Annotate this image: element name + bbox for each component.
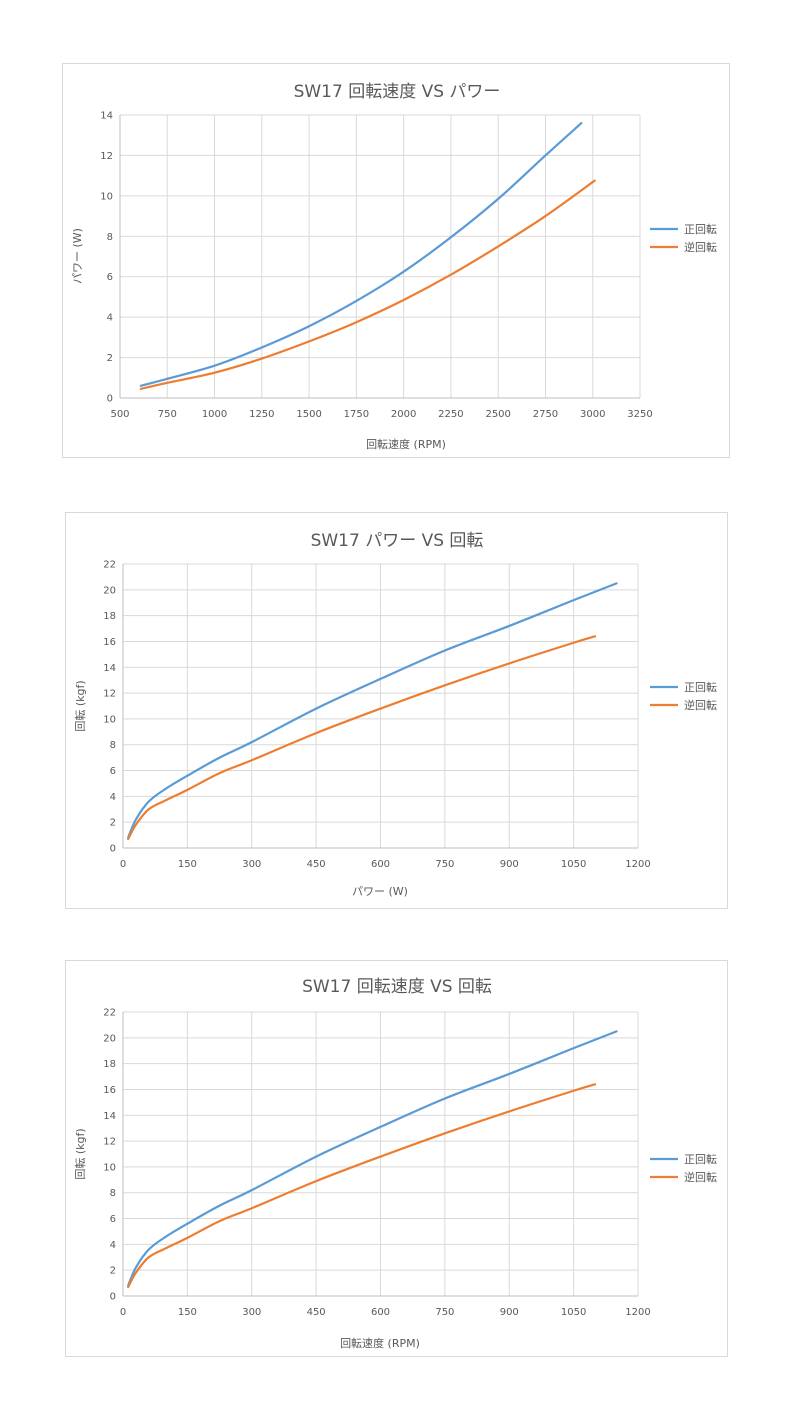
chart-title: SW17 パワー VS 回転 xyxy=(311,531,484,551)
y-tick-label: 16 xyxy=(103,1085,116,1096)
y-tick-label: 12 xyxy=(103,1137,116,1148)
chart-title: SW17 回転速度 VS パワー xyxy=(294,82,501,102)
chart-svg: SW17 パワー VS 回転0 150 300 450 600 750 900 1050 120… xyxy=(74,531,717,898)
y-tick-label: 8 xyxy=(110,740,116,751)
y-tick-label: 2 xyxy=(107,353,113,364)
x-tick-label: 150 xyxy=(178,859,197,870)
legend-label: 正回転 xyxy=(684,681,717,694)
y-tick-label: 6 xyxy=(110,1214,116,1225)
y-tick-label: 14 xyxy=(103,663,116,674)
x-tick-label: 3250 xyxy=(627,409,652,420)
y-tick-label: 18 xyxy=(103,1059,116,1070)
x-tick-label: 300 xyxy=(242,859,261,870)
x-tick-label: 1050 xyxy=(561,859,586,870)
y-tick-label: 10 xyxy=(100,191,113,202)
x-tick-label: 750 xyxy=(435,1307,454,1318)
y-tick-label: 2 xyxy=(110,818,116,829)
x-tick-label: 1500 xyxy=(296,409,321,420)
y-tick-label: 20 xyxy=(103,1033,116,1044)
y-tick-label: 0 xyxy=(110,844,116,855)
series-line-reverse xyxy=(127,635,597,841)
x-tick-label: 2500 xyxy=(485,409,510,420)
y-tick-label: 22 xyxy=(103,1008,116,1019)
x-tick-label: 2250 xyxy=(438,409,463,420)
x-axis-title: 回転速度 (RPM) xyxy=(366,437,446,451)
chart-svg: SW17 回転速度 VS 回転 0 150 300 450 600 750 900 1050 12… xyxy=(74,977,717,1350)
x-tick-label: 2000 xyxy=(391,409,416,420)
y-tick-label: 10 xyxy=(103,714,116,725)
y-tick-label: 0 xyxy=(110,1292,116,1303)
x-tick-label: 1000 xyxy=(202,409,227,420)
x-tick-label: 1750 xyxy=(344,409,369,420)
y-axis-title: パワー (W) xyxy=(71,228,84,284)
x-axis-title: 回転速度 (RPM) xyxy=(340,1336,420,1350)
y-tick-label: 6 xyxy=(110,766,116,777)
x-tick-label: 900 xyxy=(500,859,519,870)
y-tick-label: 4 xyxy=(110,792,116,803)
legend-label: 正回転 xyxy=(684,223,717,236)
x-axis-title: パワー (W) xyxy=(352,885,408,898)
legend-label: 逆回転 xyxy=(684,240,717,254)
y-axis-title: 回転 (kgf) xyxy=(74,1128,87,1179)
x-tick-label: 450 xyxy=(307,1307,326,1318)
x-tick-label: 1050 xyxy=(561,1307,586,1318)
x-tick-label: 150 xyxy=(178,1307,197,1318)
y-tick-label: 8 xyxy=(110,1188,116,1199)
x-tick-label: 2750 xyxy=(533,409,558,420)
x-tick-label: 0 xyxy=(120,1307,126,1318)
x-tick-label: 450 xyxy=(307,859,326,870)
y-tick-label: 22 xyxy=(103,560,116,571)
chart-title: SW17 回転速度 VS 回転 xyxy=(302,977,492,997)
series-line-forward xyxy=(139,121,583,387)
chart-power-vs-thrust: SW17 パワー VS 回転 0 150 300 450 600 750 900 1050 120… xyxy=(65,512,728,909)
y-tick-label: 2 xyxy=(110,1266,116,1277)
x-tick-label: 0 xyxy=(120,859,126,870)
legend-label: 正回転 xyxy=(684,1153,717,1166)
y-tick-label: 12 xyxy=(103,689,116,700)
y-axis-title: 回転 (kgf) xyxy=(74,680,87,731)
y-tick-label: 6 xyxy=(107,272,113,283)
x-tick-label: 750 xyxy=(158,409,177,420)
series-line-forward xyxy=(127,1030,618,1287)
series-line-forward xyxy=(127,582,618,839)
x-tick-label: 3000 xyxy=(580,409,605,420)
series-line-reverse xyxy=(139,179,596,390)
y-tick-label: 4 xyxy=(110,1240,116,1251)
chart-rpm-vs-thrust: SW17 回転速度 VS 回転 0 150 300 450 600 750 900 1050 12… xyxy=(65,960,728,1357)
x-tick-label: 500 xyxy=(110,409,129,420)
legend-label: 逆回転 xyxy=(684,1170,717,1184)
x-tick-label: 750 xyxy=(435,859,454,870)
x-tick-label: 300 xyxy=(242,1307,261,1318)
x-tick-label: 600 xyxy=(371,1307,390,1318)
y-tick-label: 16 xyxy=(103,637,116,648)
y-tick-label: 8 xyxy=(107,232,113,243)
x-tick-label: 600 xyxy=(371,859,390,870)
y-tick-label: 18 xyxy=(103,611,116,622)
x-tick-label: 900 xyxy=(500,1307,519,1318)
y-tick-label: 0 xyxy=(107,394,113,405)
y-tick-label: 20 xyxy=(103,585,116,596)
y-tick-label: 12 xyxy=(100,151,113,162)
x-tick-label: 1200 xyxy=(625,859,650,870)
y-tick-label: 14 xyxy=(103,1111,116,1122)
x-tick-label: 1250 xyxy=(249,409,274,420)
chart-rpm-vs-power: SW17 回転速度 VS パワー 500 750 1000 1250 1500 1750 20… xyxy=(62,63,730,458)
x-tick-label: 1200 xyxy=(625,1307,650,1318)
series-line-reverse xyxy=(127,1083,597,1289)
y-tick-label: 14 xyxy=(100,111,113,122)
legend-label: 逆回転 xyxy=(684,698,717,712)
y-tick-label: 4 xyxy=(107,313,113,324)
y-tick-label: 10 xyxy=(103,1162,116,1173)
